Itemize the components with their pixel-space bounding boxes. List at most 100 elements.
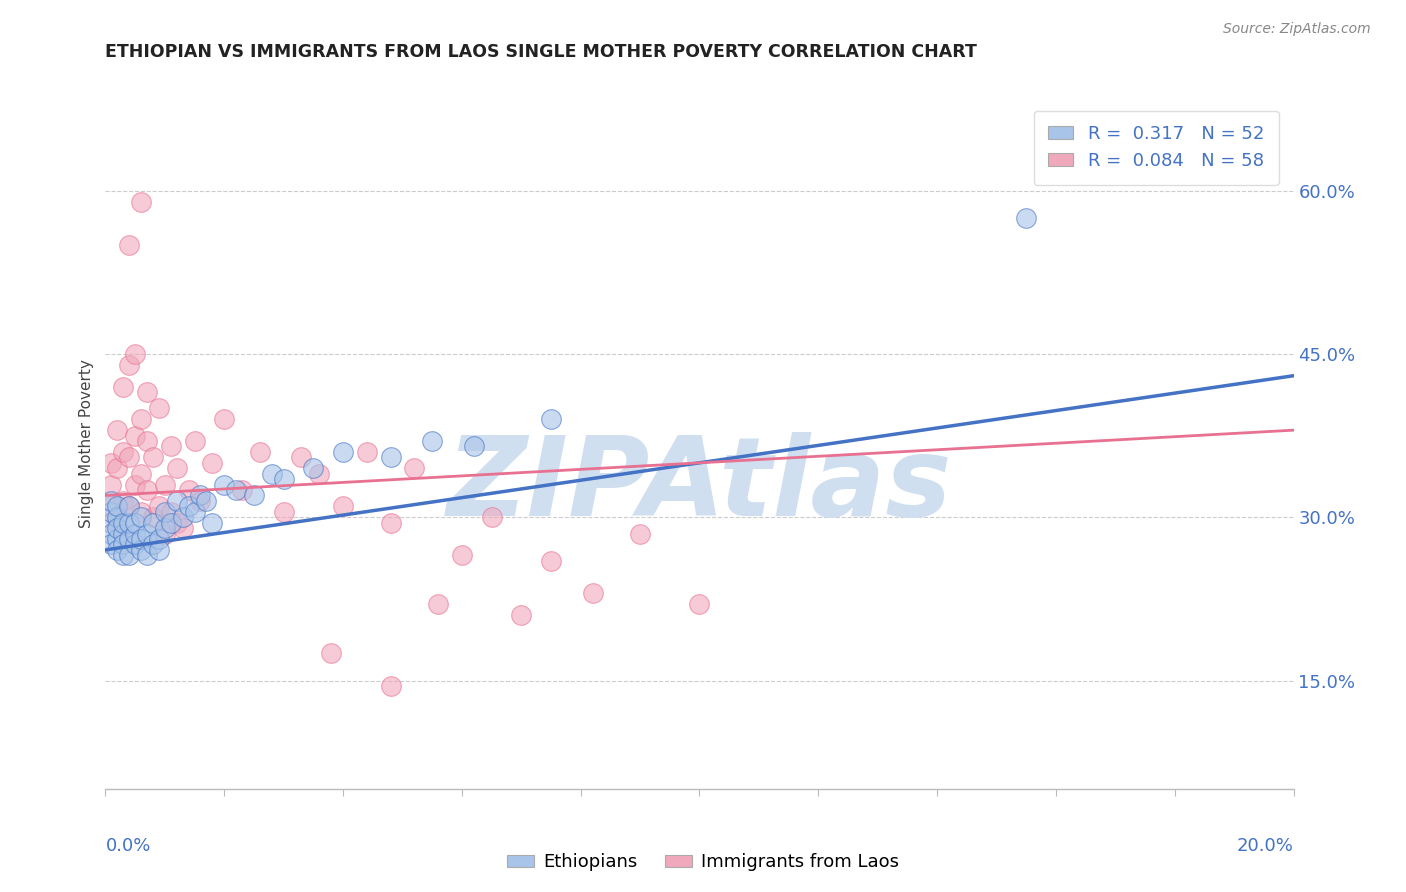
Point <box>166 461 188 475</box>
Point <box>510 608 533 623</box>
Point <box>136 549 159 563</box>
Point <box>142 450 165 465</box>
Point <box>136 526 159 541</box>
Point <box>118 549 141 563</box>
Point <box>302 461 325 475</box>
Point <box>290 450 312 465</box>
Point <box>190 494 212 508</box>
Point <box>148 401 170 416</box>
Point <box>100 526 122 541</box>
Text: ETHIOPIAN VS IMMIGRANTS FROM LAOS SINGLE MOTHER POVERTY CORRELATION CHART: ETHIOPIAN VS IMMIGRANTS FROM LAOS SINGLE… <box>105 43 977 61</box>
Point <box>172 510 194 524</box>
Point <box>159 440 181 454</box>
Point <box>166 494 188 508</box>
Point <box>118 500 141 514</box>
Point <box>118 516 141 530</box>
Point <box>427 598 450 612</box>
Y-axis label: Single Mother Poverty: Single Mother Poverty <box>79 359 94 528</box>
Point <box>112 516 135 530</box>
Point <box>100 537 122 551</box>
Point <box>124 347 146 361</box>
Point <box>148 542 170 557</box>
Point <box>124 526 146 541</box>
Point <box>183 505 205 519</box>
Point <box>172 521 194 535</box>
Point <box>231 483 253 497</box>
Point <box>129 510 152 524</box>
Point <box>118 238 141 252</box>
Point <box>201 516 224 530</box>
Text: 0.0%: 0.0% <box>105 837 150 855</box>
Point <box>100 456 122 470</box>
Point <box>332 445 354 459</box>
Point <box>308 467 330 481</box>
Legend: Ethiopians, Immigrants from Laos: Ethiopians, Immigrants from Laos <box>501 847 905 879</box>
Legend: R =  0.317   N = 52, R =  0.084   N = 58: R = 0.317 N = 52, R = 0.084 N = 58 <box>1033 111 1278 185</box>
Point <box>100 505 122 519</box>
Point <box>100 516 122 530</box>
Point <box>124 428 146 442</box>
Point <box>129 467 152 481</box>
Point <box>129 505 152 519</box>
Point <box>153 505 176 519</box>
Point <box>540 554 562 568</box>
Point <box>118 500 141 514</box>
Point <box>332 500 354 514</box>
Point <box>581 586 603 600</box>
Point <box>118 532 141 546</box>
Point <box>112 526 135 541</box>
Point <box>356 445 378 459</box>
Point <box>105 521 128 535</box>
Point <box>105 510 128 524</box>
Point <box>214 477 236 491</box>
Point <box>118 358 141 372</box>
Point <box>628 526 651 541</box>
Point <box>273 505 295 519</box>
Point <box>136 385 159 400</box>
Text: Source: ZipAtlas.com: Source: ZipAtlas.com <box>1223 22 1371 37</box>
Point <box>153 521 176 535</box>
Point <box>129 532 152 546</box>
Point <box>159 505 181 519</box>
Point <box>177 483 200 497</box>
Point <box>273 472 295 486</box>
Point <box>380 516 402 530</box>
Point <box>105 542 128 557</box>
Point <box>148 500 170 514</box>
Point <box>124 516 146 530</box>
Point <box>380 679 402 693</box>
Point <box>450 549 472 563</box>
Point <box>105 500 128 514</box>
Point <box>136 483 159 497</box>
Point <box>249 445 271 459</box>
Point <box>129 194 152 209</box>
Point <box>142 516 165 530</box>
Point <box>380 450 402 465</box>
Point <box>105 532 128 546</box>
Point <box>112 494 135 508</box>
Point <box>118 450 141 465</box>
Point <box>243 488 266 502</box>
Point <box>321 646 343 660</box>
Point <box>112 537 135 551</box>
Point <box>105 461 128 475</box>
Point <box>112 549 135 563</box>
Point <box>166 516 188 530</box>
Point <box>225 483 247 497</box>
Point <box>159 516 181 530</box>
Text: ZIPAtlas: ZIPAtlas <box>447 432 952 539</box>
Point <box>153 477 176 491</box>
Point <box>404 461 426 475</box>
Point <box>142 537 165 551</box>
Point <box>129 412 152 426</box>
Point <box>201 456 224 470</box>
Point <box>195 494 218 508</box>
Point <box>129 542 152 557</box>
Point <box>105 516 128 530</box>
Point <box>153 526 176 541</box>
Point <box>1015 211 1038 225</box>
Point <box>420 434 443 448</box>
Point <box>124 477 146 491</box>
Point <box>689 598 711 612</box>
Point <box>463 440 485 454</box>
